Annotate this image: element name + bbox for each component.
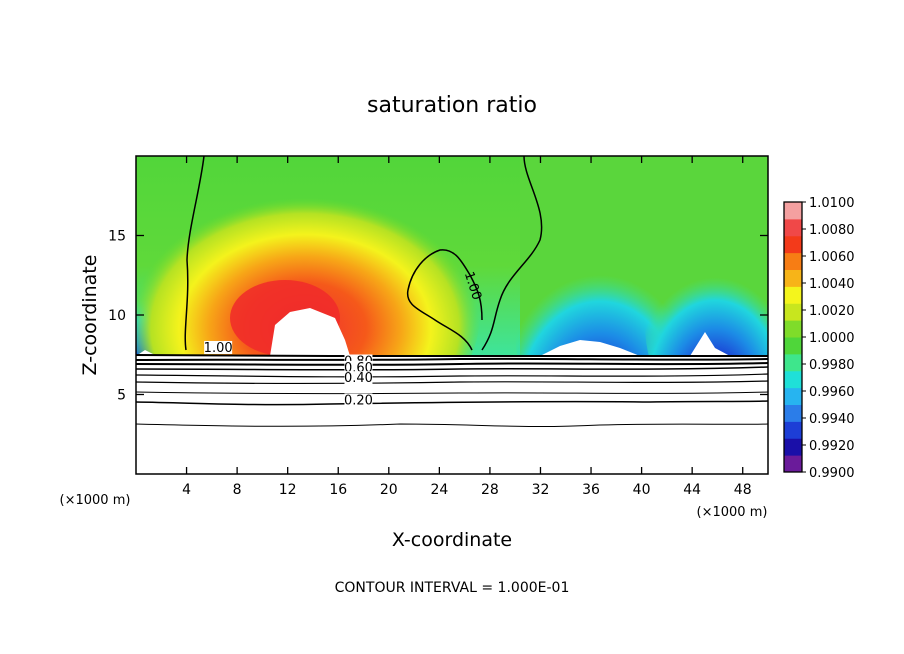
colorbar-swatch xyxy=(784,370,802,389)
x-axis-ticks: 4 8 12 16 20 24 28 32 36 40 44 48 xyxy=(182,156,752,498)
x-tick-label: 4 xyxy=(182,482,191,498)
x-tick-label: 44 xyxy=(683,482,701,498)
contour-label: 0.20 xyxy=(344,393,373,408)
colorbar-label: 1.0080 xyxy=(809,223,855,238)
contour-labels: 1.001.000.800.600.400.20 xyxy=(204,270,484,409)
colorbar-label: 0.9920 xyxy=(809,439,855,454)
colorbar-label: 0.9940 xyxy=(809,412,855,427)
colorbar-swatch xyxy=(784,303,802,321)
x-axis-unit: (×1000 m) xyxy=(697,505,768,520)
colorbar-label: 1.0000 xyxy=(809,331,855,346)
colorbar-label: 0.9960 xyxy=(809,385,855,400)
colorbar-swatch xyxy=(784,353,802,372)
x-tick-label: 36 xyxy=(582,482,600,498)
colorbar-swatch xyxy=(784,218,802,237)
x-axis-label: X-coordinate xyxy=(392,529,512,551)
contour-label: 0.40 xyxy=(344,371,373,386)
contour-0.2 xyxy=(136,400,768,406)
colorbar-label: 1.0020 xyxy=(809,304,855,319)
x-tick-label: 8 xyxy=(233,482,242,498)
chart-title: saturation ratio xyxy=(367,93,537,118)
contour-label: 1.00 xyxy=(204,341,233,356)
contour-0.3 xyxy=(136,391,768,395)
cloud-gap xyxy=(270,308,350,356)
contour-loop xyxy=(406,249,483,351)
contour-label-bg xyxy=(344,371,373,385)
colorbar-swatch xyxy=(784,286,802,304)
x-tick-label: 16 xyxy=(329,482,347,498)
x-tick-label: 24 xyxy=(430,482,448,498)
y-tick-label: 15 xyxy=(108,229,126,245)
contour-interval-note: CONTOUR INTERVAL = 1.000E-01 xyxy=(335,580,570,596)
colorbar-label: 1.0100 xyxy=(809,196,855,211)
y-axis-unit: (×1000 m) xyxy=(60,493,131,508)
colorbar-swatch xyxy=(784,421,802,439)
colorbar-swatch xyxy=(784,404,802,422)
x-tick-label: 40 xyxy=(633,482,651,498)
y-axis-ticks: 5 10 15 xyxy=(108,229,768,404)
contour-0.9 xyxy=(136,354,768,357)
colorbar-label: 0.9900 xyxy=(809,466,855,481)
colorbar-label: 1.0060 xyxy=(809,250,855,265)
colorbar-swatch xyxy=(784,320,802,338)
contour-0.1 xyxy=(136,423,768,428)
colorbar-swatch xyxy=(784,252,802,270)
colorbar-swatch xyxy=(784,269,802,287)
contour-0.6 xyxy=(136,366,768,371)
lower-region xyxy=(136,356,768,474)
plot-area xyxy=(136,156,768,474)
colorbar-swatch xyxy=(784,235,802,254)
x-tick-label: 12 xyxy=(279,482,297,498)
contour-0.5 xyxy=(136,373,768,378)
colorbar-label: 1.0040 xyxy=(809,277,855,292)
x-tick-label: 48 xyxy=(734,482,752,498)
colorbar: 1.0100 1.0080 1.0060 1.0040 1.0020 1.0000 0.99… xyxy=(783,196,855,481)
colorbar-swatch xyxy=(784,337,802,355)
y-axis-label: Z-coordinate xyxy=(79,255,101,376)
contour-label-bg xyxy=(204,340,233,354)
contour-upper-right xyxy=(481,156,543,351)
colorbar-swatch xyxy=(784,455,802,473)
colorbar-label: 0.9980 xyxy=(809,358,855,373)
contour-lines xyxy=(136,156,768,428)
colorbar-swatch xyxy=(784,438,802,456)
x-tick-label: 28 xyxy=(481,482,499,498)
y-tick-label: 5 xyxy=(117,388,126,404)
contour-upper-left xyxy=(184,156,205,351)
contour-0.8 xyxy=(136,357,768,361)
contour-label-bg xyxy=(344,393,373,407)
colorbar-swatch xyxy=(784,202,802,220)
y-tick-label: 10 xyxy=(108,308,126,324)
colorbar-swatch xyxy=(784,387,802,405)
x-tick-label: 32 xyxy=(532,482,550,498)
x-tick-label: 20 xyxy=(380,482,398,498)
contour-0.7 xyxy=(136,362,768,366)
contour-0.4 xyxy=(136,380,768,385)
contour-label-bg xyxy=(344,360,373,374)
